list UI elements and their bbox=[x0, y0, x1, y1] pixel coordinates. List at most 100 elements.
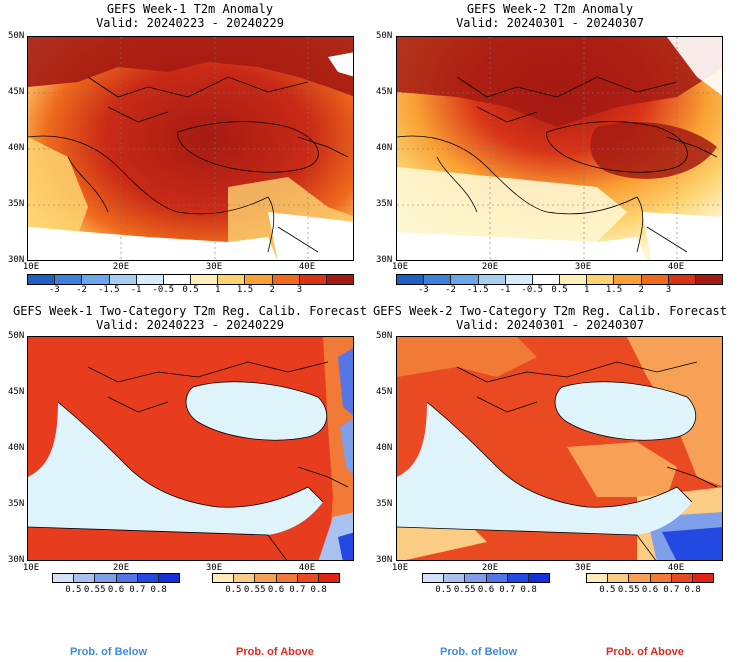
colorbar-tick-label: 3 bbox=[296, 285, 303, 295]
colorbar-tick-label: -1.5 bbox=[97, 285, 120, 295]
colorbar-tick-label: -1 bbox=[499, 285, 511, 295]
lon-label: 40E bbox=[298, 262, 316, 272]
lon-label: 20E bbox=[481, 262, 499, 272]
colorbar-tick-label: 1.5 bbox=[236, 285, 254, 295]
colorbar-swatch bbox=[297, 574, 319, 582]
colorbar-swatch bbox=[136, 275, 164, 284]
lat-label: 45N bbox=[376, 87, 393, 97]
colorbar-swatch bbox=[528, 574, 550, 582]
below-colorbar bbox=[52, 573, 180, 583]
colorbar-tick-label: 0.55 bbox=[453, 585, 476, 595]
colorbar-swatch bbox=[74, 574, 96, 582]
panel-valid-dates: Valid: 20240301 - 20240307 bbox=[456, 16, 644, 30]
colorbar-swatch bbox=[650, 574, 672, 582]
lat-label: 45N bbox=[376, 387, 393, 397]
colorbar-swatch bbox=[608, 574, 630, 582]
colorbar-tick-label: -1.5 bbox=[466, 285, 489, 295]
below-colorbar bbox=[422, 573, 550, 583]
legend-prob-above: Prob. of Above bbox=[236, 646, 314, 658]
colorbar-tick-label: 1 bbox=[584, 285, 590, 295]
colorbar-swatch bbox=[465, 574, 487, 582]
colorbar-swatch bbox=[478, 275, 506, 284]
colorbar-swatch bbox=[276, 574, 298, 582]
lat-label: 50N bbox=[8, 331, 25, 341]
colorbar-swatch bbox=[692, 574, 714, 582]
colorbar-swatch bbox=[451, 275, 479, 284]
colorbar-swatch bbox=[587, 275, 615, 284]
colorbar-tick-label: 0.7 bbox=[499, 585, 516, 595]
colorbar-tick-label: 1.5 bbox=[605, 285, 623, 295]
above-colorbar bbox=[586, 573, 714, 583]
colorbar-swatch bbox=[255, 574, 277, 582]
colorbar-swatch bbox=[299, 275, 327, 284]
lon-label: 30E bbox=[574, 563, 592, 573]
lat-label: 35N bbox=[8, 499, 25, 509]
lon-label: 10E bbox=[22, 262, 40, 272]
lon-label: 20E bbox=[112, 563, 130, 573]
lat-label: 35N bbox=[8, 199, 25, 209]
lon-label: 10E bbox=[22, 563, 40, 573]
lat-label: 50N bbox=[376, 31, 393, 41]
panel-week1-anomaly: GEFS Week-1 T2m Anomaly Valid: 20240223 … bbox=[0, 0, 370, 300]
colorbar-swatch bbox=[191, 275, 219, 284]
colorbar-tick-label: -3 bbox=[417, 285, 429, 295]
panel-week2-probability: GEFS Week-2 Two-Category T2m Reg. Calib.… bbox=[370, 300, 740, 600]
colorbar-tick-label: 3 bbox=[665, 285, 672, 295]
panel-title: GEFS Week-2 T2m Anomaly bbox=[466, 2, 634, 16]
lat-label: 35N bbox=[376, 499, 393, 509]
colorbar-swatch bbox=[671, 574, 693, 582]
colorbar-tick-label: 0.5 bbox=[551, 285, 568, 295]
colorbar-tick-label: 0.8 bbox=[520, 585, 537, 595]
panel-week1-probability: GEFS Week-1 Two-Category T2m Reg. Calib.… bbox=[0, 300, 370, 600]
colorbar-swatch bbox=[95, 574, 117, 582]
colorbar-tick-label: 2 bbox=[269, 285, 275, 295]
colorbar-tick-label: 0.5 bbox=[182, 285, 199, 295]
lon-label: 30E bbox=[205, 262, 223, 272]
colorbar-swatch bbox=[560, 275, 588, 284]
colorbar-tick-label: -1 bbox=[130, 285, 142, 295]
colorbar-tick-label: 2 bbox=[638, 285, 644, 295]
lat-label: 40N bbox=[376, 143, 393, 153]
colorbar-swatch bbox=[158, 574, 180, 582]
lat-label: 30N bbox=[376, 555, 393, 565]
colorbar-tick-label: 0.6 bbox=[641, 585, 659, 595]
colorbar-swatch bbox=[532, 275, 561, 284]
lat-label: 40N bbox=[376, 443, 393, 453]
colorbar-swatch bbox=[587, 574, 609, 582]
colorbar-swatch bbox=[137, 574, 159, 582]
colorbar-tick-label: 0.7 bbox=[663, 585, 680, 595]
lat-label: 45N bbox=[8, 387, 25, 397]
panel-valid-dates: Valid: 20240223 - 20240229 bbox=[96, 16, 284, 30]
panel-title: GEFS Week-1 T2m Anomaly bbox=[106, 2, 274, 16]
lat-label: 50N bbox=[8, 31, 25, 41]
colorbar-tick-label: 0.5 bbox=[435, 585, 452, 595]
colorbar-swatch bbox=[695, 275, 723, 284]
colorbar-swatch bbox=[318, 574, 340, 582]
colorbar-tick-label: 0.8 bbox=[150, 585, 167, 595]
colorbar-tick-label: -0.5 bbox=[152, 285, 175, 295]
colorbar-tick-label: 0.6 bbox=[107, 585, 125, 595]
colorbar-swatch bbox=[424, 275, 452, 284]
colorbar-swatch bbox=[109, 275, 137, 284]
colorbar-tick-label: 0.55 bbox=[617, 585, 640, 595]
colorbar-tick-label: 0.55 bbox=[243, 585, 266, 595]
colorbar-swatch bbox=[444, 574, 466, 582]
colorbar-tick-label: 0.8 bbox=[310, 585, 327, 595]
lon-label: 30E bbox=[205, 563, 223, 573]
above-colorbar bbox=[212, 573, 340, 583]
lon-label: 40E bbox=[667, 262, 685, 272]
colorbar-swatch bbox=[234, 574, 256, 582]
anomaly-colorbar bbox=[27, 274, 354, 285]
colorbar-swatch bbox=[55, 275, 83, 284]
lat-label: 30N bbox=[8, 255, 25, 265]
map-week1-anomaly bbox=[27, 36, 354, 261]
lat-label: 35N bbox=[376, 199, 393, 209]
colorbar-swatch bbox=[668, 275, 696, 284]
lat-label: 40N bbox=[8, 143, 25, 153]
colorbar-tick-label: -2 bbox=[445, 285, 456, 295]
colorbar-swatch bbox=[163, 275, 192, 284]
colorbar-swatch bbox=[326, 275, 354, 284]
colorbar-swatch bbox=[507, 574, 529, 582]
panel-valid-dates: Valid: 20240301 - 20240307 bbox=[456, 318, 644, 332]
colorbar-swatch bbox=[53, 574, 75, 582]
